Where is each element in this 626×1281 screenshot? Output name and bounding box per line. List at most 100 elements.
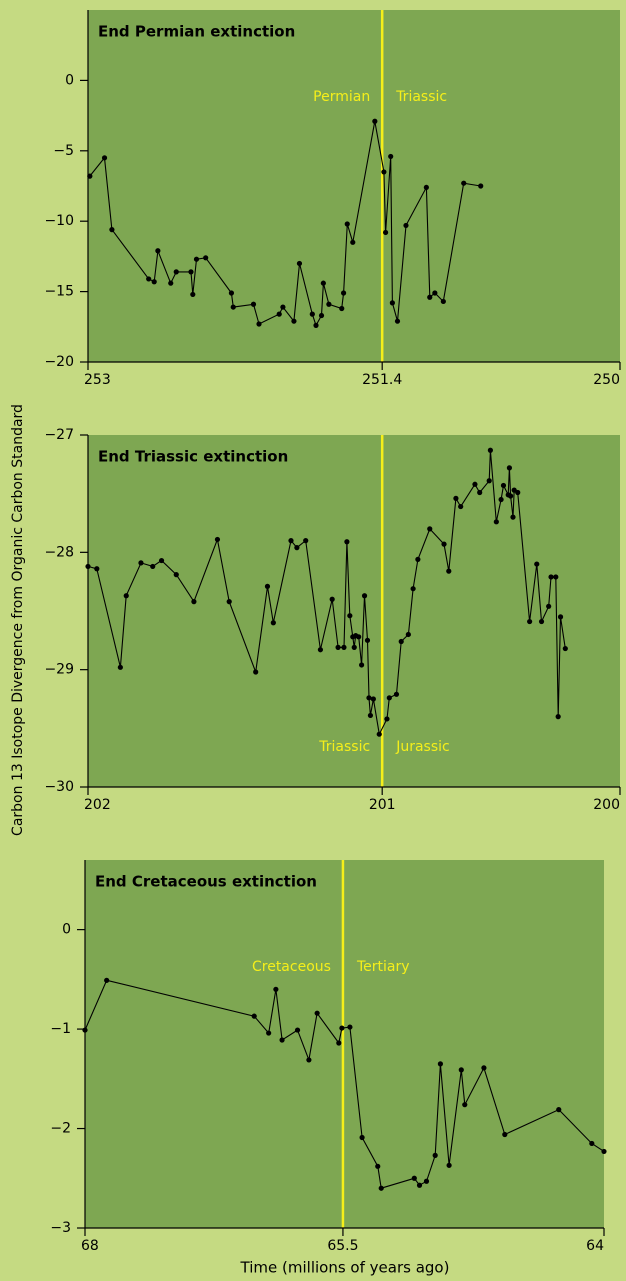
data-point	[508, 493, 514, 499]
y-tick-label: −1	[50, 1021, 71, 1037]
data-point	[382, 229, 389, 236]
data-point	[487, 447, 493, 453]
data-point	[318, 312, 325, 319]
data-point	[534, 561, 540, 567]
data-point	[173, 572, 179, 578]
data-point	[427, 526, 433, 532]
data-point	[294, 545, 300, 551]
y-tick-label: −28	[44, 544, 74, 560]
plot-area	[85, 860, 604, 1228]
data-point	[339, 305, 345, 312]
y-tick-label: −27	[44, 427, 74, 443]
data-point	[477, 489, 483, 496]
data-point	[538, 618, 545, 625]
y-tick-label: 0	[62, 922, 71, 938]
data-point	[350, 239, 356, 245]
era-label: Cretaceous	[252, 959, 331, 975]
data-point	[123, 593, 129, 599]
x-tick-label: 68	[81, 1238, 99, 1254]
data-point	[303, 538, 309, 544]
data-point	[190, 291, 196, 298]
data-point	[356, 634, 362, 640]
data-point	[214, 536, 221, 543]
x-tick-label: 202	[84, 797, 111, 813]
data-point	[351, 644, 357, 650]
data-point	[155, 248, 161, 254]
data-point	[173, 269, 179, 275]
data-point	[378, 1185, 384, 1191]
data-point	[341, 644, 347, 650]
y-tick-label: −15	[44, 284, 74, 300]
x-tick-label: 200	[593, 797, 620, 813]
x-tick-label: 201	[369, 797, 396, 813]
data-point	[109, 227, 115, 233]
data-point	[280, 304, 286, 310]
data-point	[335, 644, 341, 650]
y-tick-label: −30	[44, 779, 74, 795]
data-point	[251, 1013, 257, 1019]
data-point	[253, 669, 259, 675]
data-point	[150, 563, 156, 570]
data-point	[562, 645, 568, 652]
data-point	[193, 256, 200, 262]
data-point	[344, 221, 350, 227]
data-point	[481, 1065, 487, 1071]
data-point	[557, 614, 564, 620]
data-point	[510, 514, 516, 520]
chart-title: End Cretaceous extinction	[95, 873, 317, 891]
y-tick-label: −20	[44, 354, 74, 370]
data-point	[437, 1061, 444, 1067]
data-point	[440, 298, 446, 305]
data-point	[461, 180, 467, 186]
x-tick-label: 64	[586, 1238, 604, 1254]
data-point	[458, 503, 464, 510]
data-point	[478, 183, 484, 189]
data-point	[309, 311, 315, 317]
data-point	[85, 563, 91, 570]
y-tick-label: −3	[50, 1220, 71, 1236]
data-point	[347, 613, 353, 619]
data-point	[515, 489, 521, 496]
data-point	[388, 153, 394, 160]
data-point	[384, 716, 390, 722]
data-point	[317, 647, 324, 653]
x-tick-label: 250	[593, 372, 620, 388]
data-point	[398, 638, 404, 645]
data-point	[432, 290, 438, 296]
era-label: Tertiary	[356, 959, 410, 975]
data-point	[347, 1024, 353, 1030]
data-point	[226, 599, 232, 605]
y-tick-label: −10	[44, 213, 74, 229]
data-point	[94, 566, 100, 572]
data-point	[151, 279, 157, 285]
data-point	[589, 1140, 595, 1147]
data-point	[336, 1040, 342, 1046]
data-point	[291, 318, 297, 324]
data-point	[191, 599, 197, 605]
data-line	[84, 979, 605, 1189]
data-point	[82, 1027, 88, 1033]
data-point	[415, 556, 421, 562]
data-point	[548, 574, 554, 580]
data-point	[117, 664, 123, 670]
data-point	[500, 482, 507, 489]
data-point	[339, 1025, 345, 1031]
data-point	[276, 311, 282, 317]
data-point	[203, 255, 209, 261]
data-point	[555, 714, 561, 720]
era-label: Jurassic	[395, 739, 450, 755]
plot-area	[88, 10, 620, 362]
data-point	[256, 321, 262, 327]
data-point	[104, 977, 110, 983]
y-tick-label: −2	[50, 1121, 71, 1137]
data-point	[370, 696, 376, 702]
data-point	[313, 322, 319, 328]
data-point	[376, 731, 382, 737]
data-point	[527, 618, 533, 625]
data-point	[230, 304, 236, 310]
data-point	[423, 184, 429, 191]
data-point	[601, 1148, 607, 1155]
data-point	[381, 169, 387, 175]
data-point	[138, 560, 144, 566]
